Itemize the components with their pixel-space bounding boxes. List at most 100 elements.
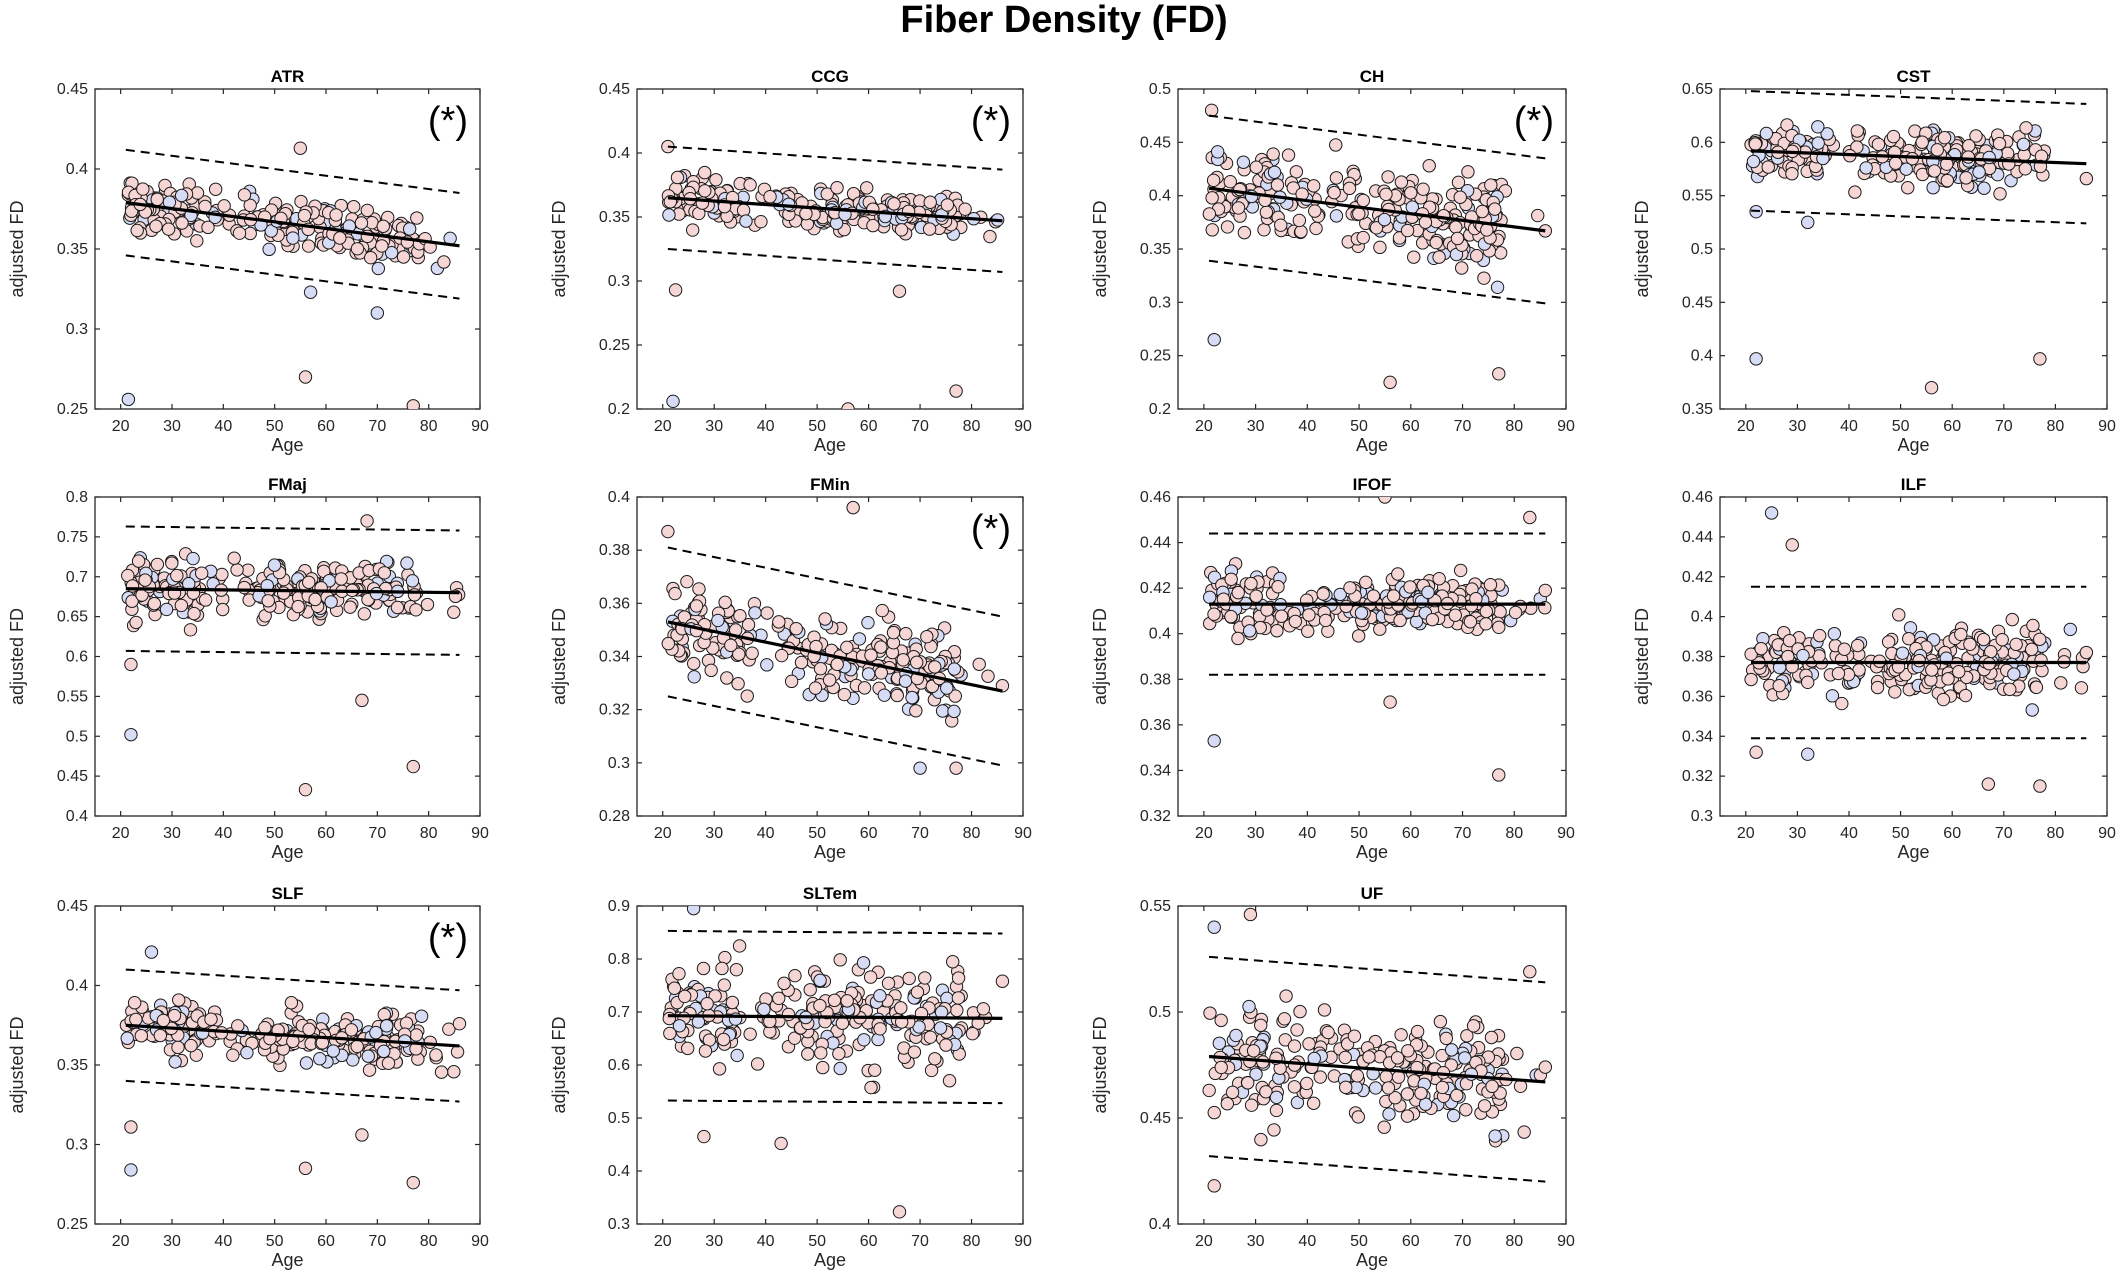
data-point — [1969, 129, 1983, 143]
data-point — [1214, 1013, 1228, 1028]
data-point — [1432, 250, 1446, 264]
data-point — [1461, 165, 1475, 179]
data-point — [1278, 1033, 1292, 1047]
data-point — [949, 384, 963, 398]
y-tick-label: 0.5 — [66, 728, 88, 745]
data-point — [909, 704, 923, 718]
data-point — [1249, 160, 1263, 174]
x-tick-label: 20 — [1195, 418, 1213, 435]
data-point — [1448, 608, 1462, 622]
data-point — [2007, 667, 2021, 681]
data-point — [1962, 139, 1976, 153]
data-point — [1936, 692, 1951, 707]
data-point — [830, 657, 844, 671]
data-point — [846, 500, 860, 515]
panel-title: IFOF — [1353, 475, 1392, 494]
data-point — [1231, 585, 1245, 600]
data-point — [939, 1038, 953, 1052]
data-point — [129, 615, 143, 630]
data-point — [1202, 1083, 1216, 1098]
y-tick-label: 0.25 — [599, 337, 630, 354]
panel-cst: 20 30 40 50 60 70 80 90 0.35 0.4 0.45 0.5 0.55 0.6 0.6… — [1632, 67, 2116, 455]
data-point — [1342, 181, 1357, 196]
data-point — [697, 1129, 711, 1144]
y-axis-label: adjusted FD — [549, 200, 569, 297]
data-point — [1293, 1004, 1307, 1019]
x-axis-label: Age — [1356, 1250, 1388, 1270]
data-point — [965, 1026, 980, 1041]
y-tick-label: 0.34 — [1140, 762, 1171, 779]
data-point — [833, 953, 847, 967]
data-point — [190, 186, 205, 200]
data-point — [772, 991, 786, 1005]
panel-fmaj: 20 30 40 50 60 70 80 90 0.4 0.45 0.5 0.55 0.6 0.65 0.7… — [7, 475, 489, 862]
data-point — [1393, 613, 1407, 628]
data-point — [1254, 1132, 1268, 1147]
x-tick-label: 90 — [471, 1233, 489, 1250]
data-point — [1748, 137, 1763, 151]
upper-bound-line — [125, 525, 460, 532]
data-point — [406, 399, 420, 409]
upper-bound-line — [125, 968, 460, 992]
data-point — [910, 985, 925, 999]
y-tick-label: 0.3 — [608, 755, 630, 772]
x-tick-label: 40 — [757, 418, 775, 435]
data-point — [1391, 1070, 1406, 1084]
data-point — [1831, 666, 1846, 681]
y-tick-label: 0.4 — [608, 145, 630, 162]
data-point — [731, 677, 745, 691]
x-tick-label: 20 — [654, 418, 672, 435]
data-point — [868, 1063, 882, 1077]
data-point — [159, 602, 174, 617]
data-point — [333, 231, 347, 245]
data-point — [1383, 375, 1397, 390]
data-point — [1761, 160, 1775, 174]
data-point — [947, 662, 962, 676]
data-point — [892, 1205, 907, 1219]
data-point — [299, 1056, 314, 1070]
data-point — [1746, 154, 1761, 169]
data-point — [866, 218, 880, 233]
data-point — [1749, 745, 1763, 759]
data-point — [976, 1002, 991, 1016]
data-point — [1903, 621, 1918, 635]
data-point — [1401, 1044, 1415, 1058]
data-point — [1961, 150, 1975, 164]
data-point — [447, 605, 461, 619]
data-point — [918, 971, 932, 985]
data-point — [1785, 167, 1799, 181]
data-point — [1224, 572, 1238, 586]
data-point — [286, 231, 300, 245]
data-point — [1309, 221, 1323, 236]
y-tick-label: 0.55 — [57, 688, 88, 705]
data-point — [379, 1019, 394, 1033]
data-point — [1350, 1069, 1365, 1083]
data-point — [1207, 734, 1221, 748]
data-point — [231, 1019, 245, 1033]
data-point — [890, 688, 904, 703]
data-point — [1369, 221, 1384, 235]
data-point — [298, 1161, 313, 1176]
data-point — [1294, 224, 1308, 239]
data-point — [1377, 212, 1392, 227]
data-point — [150, 557, 165, 572]
x-tick-label: 50 — [1892, 418, 1910, 435]
data-point — [935, 704, 950, 718]
x-tick-label: 80 — [1505, 418, 1523, 435]
data-point — [1329, 171, 1344, 185]
data-point — [406, 1175, 420, 1190]
data-point — [951, 991, 966, 1005]
data-point — [1306, 179, 1321, 193]
data-point — [1381, 170, 1395, 184]
data-point — [949, 761, 963, 775]
data-point — [709, 173, 723, 187]
x-tick-label: 30 — [1247, 1233, 1265, 1250]
x-tick-label: 70 — [368, 1233, 386, 1250]
data-point — [1425, 612, 1440, 627]
x-axis-label: Age — [1356, 842, 1388, 862]
x-tick-label: 80 — [963, 825, 981, 842]
data-point — [1379, 1069, 1393, 1084]
axes-box — [1177, 496, 1567, 817]
data-point — [840, 640, 854, 655]
data-point — [376, 219, 390, 233]
